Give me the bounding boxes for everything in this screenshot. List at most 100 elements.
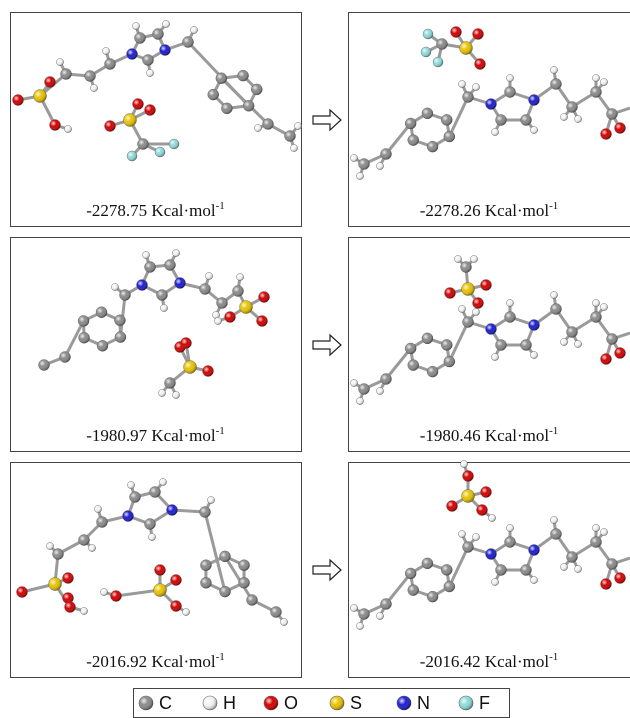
arrow (312, 333, 342, 357)
atom-shine (528, 94, 540, 106)
atom-shine (129, 491, 141, 503)
atom-shine (350, 154, 358, 162)
atom-shine (96, 306, 108, 318)
atom-shine (146, 69, 154, 77)
atom-shine (238, 559, 250, 571)
atom-shine (472, 308, 480, 316)
atom-shine (614, 347, 626, 359)
atom-shine (154, 564, 166, 576)
atom-shine (294, 122, 302, 130)
molecules (12, 20, 630, 630)
atom-shine (183, 360, 197, 374)
atom-shine (132, 22, 140, 30)
molecule (350, 516, 630, 630)
atom-shine (458, 80, 466, 88)
atom-shine (164, 377, 176, 389)
energy-exponent: -1 (216, 200, 225, 212)
legend-label: C (159, 693, 172, 713)
atom-shine (142, 54, 154, 66)
atom-shine (190, 26, 198, 34)
legend-swatch-shine (330, 696, 344, 710)
bond (220, 77, 270, 126)
atom-shine (64, 125, 72, 133)
atom-shine (590, 536, 602, 548)
atom-shine (441, 114, 453, 126)
bond (384, 122, 412, 155)
atom-shine (600, 353, 612, 365)
atom-shine (472, 533, 480, 541)
atom-shine (142, 251, 150, 259)
bond (63, 320, 85, 358)
panel-box (348, 462, 630, 678)
atom-shine (530, 351, 538, 359)
atom-shine (566, 101, 578, 113)
energy-exponent: -1 (216, 651, 225, 663)
molecule (350, 66, 630, 180)
atom-shine (158, 389, 166, 397)
atom-shine (205, 272, 213, 280)
atom-shine (170, 600, 182, 612)
atom-shine (169, 139, 179, 149)
atom-shine (472, 297, 484, 309)
atom-shine (560, 113, 568, 121)
atom-shine (480, 486, 492, 498)
atom-shine (199, 283, 211, 295)
bond (447, 321, 470, 363)
atom-shine (520, 114, 532, 126)
atom-shine (506, 524, 514, 532)
arrows (312, 108, 342, 582)
atom-shine (458, 530, 466, 538)
atom-shine (258, 291, 270, 303)
atom-shine (152, 28, 164, 40)
atom-shine (59, 351, 71, 363)
bond (203, 511, 227, 592)
atom-shine (590, 311, 602, 323)
atom-shine (80, 607, 88, 615)
atom-shine (214, 317, 222, 325)
panel-box (348, 12, 630, 227)
atom-shine (560, 563, 568, 571)
atom-shine (78, 332, 90, 344)
atom-shine (262, 118, 274, 130)
atom-shine (592, 74, 600, 82)
atom-shine (421, 332, 433, 344)
atom-shine (104, 120, 116, 132)
atom-shine (433, 57, 443, 67)
atom-shine (462, 316, 474, 328)
atom-shine (78, 315, 90, 327)
atom-shine (600, 578, 612, 590)
molecule (16, 478, 288, 626)
atom-shine (132, 98, 144, 110)
atom-shine (592, 524, 600, 532)
atom-shine (590, 86, 602, 98)
atom-shine (550, 528, 562, 540)
atom-shine (454, 255, 462, 263)
atom-shine (114, 331, 126, 343)
atom-shine (480, 279, 492, 291)
atom-shine (232, 285, 244, 297)
energy-value: -1980.97 Kcal·mol (86, 426, 216, 445)
legend-box (133, 688, 510, 718)
atom-shine (88, 544, 96, 552)
atom-shine (407, 584, 419, 596)
bond (384, 347, 412, 380)
atom-shine (243, 100, 255, 112)
atom-shine (62, 572, 74, 584)
atom-shine (421, 557, 433, 569)
atom-shine (224, 311, 236, 323)
bond (447, 96, 470, 138)
atom-shine (126, 48, 138, 60)
atom-shine (600, 303, 608, 311)
energy-exponent: -1 (549, 200, 558, 212)
atom-shine (216, 297, 228, 309)
energy-label: -2278.26 Kcal·mol-1 (420, 200, 559, 220)
atom-shine (122, 510, 134, 522)
atom-shine (476, 504, 488, 516)
atom-shine (495, 564, 507, 576)
energy-label: -2016.42 Kcal·mol-1 (420, 651, 559, 671)
energy-value: -2016.42 Kcal·mol (420, 652, 550, 671)
atom-shine (239, 300, 253, 314)
legend-label: S (350, 693, 362, 713)
atom-shine (459, 41, 473, 55)
